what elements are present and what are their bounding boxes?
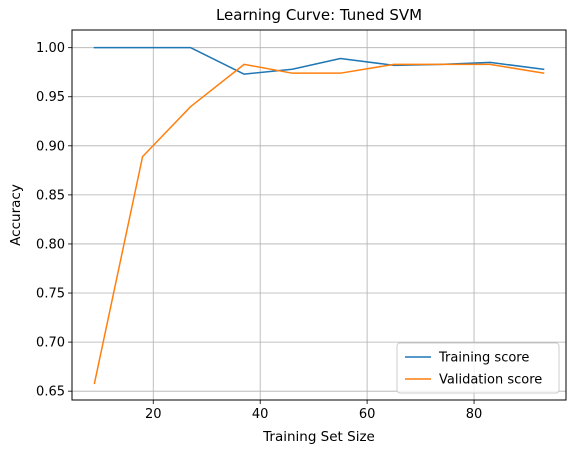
y-tick-label: 1.00 xyxy=(36,41,65,56)
chart-title: Learning Curve: Tuned SVM xyxy=(216,6,422,24)
series-lines xyxy=(93,46,545,385)
legend-box xyxy=(396,342,560,394)
plot-area-frame xyxy=(71,29,567,401)
legend: Training score Validation score xyxy=(396,342,560,394)
x-tick-label: 80 xyxy=(466,407,483,422)
training-score-line xyxy=(93,46,545,75)
y-tick-label: 0.95 xyxy=(36,90,65,105)
y-tick-label: 0.90 xyxy=(36,139,65,154)
x-tick-label: 20 xyxy=(145,407,162,422)
y-axis-label: Accuracy xyxy=(8,184,24,246)
y-tick-label: 0.65 xyxy=(36,385,65,400)
axis-ticks: 20 40 60 80 0.65 0.70 0.75 0.80 0.85 0.90 0.95 1.00 xyxy=(36,41,482,422)
x-tick-label: 60 xyxy=(359,407,376,422)
y-tick-label: 0.75 xyxy=(36,287,65,302)
legend-label-training: Training score xyxy=(438,351,529,366)
y-tick-label: 0.80 xyxy=(36,237,65,252)
validation-score-line xyxy=(93,63,545,385)
legend-label-validation: Validation score xyxy=(439,373,542,388)
x-tick-label: 40 xyxy=(252,407,269,422)
y-tick-label: 0.85 xyxy=(36,188,65,203)
x-axis-label: Training Set Size xyxy=(262,429,375,445)
y-tick-label: 0.70 xyxy=(36,336,65,351)
